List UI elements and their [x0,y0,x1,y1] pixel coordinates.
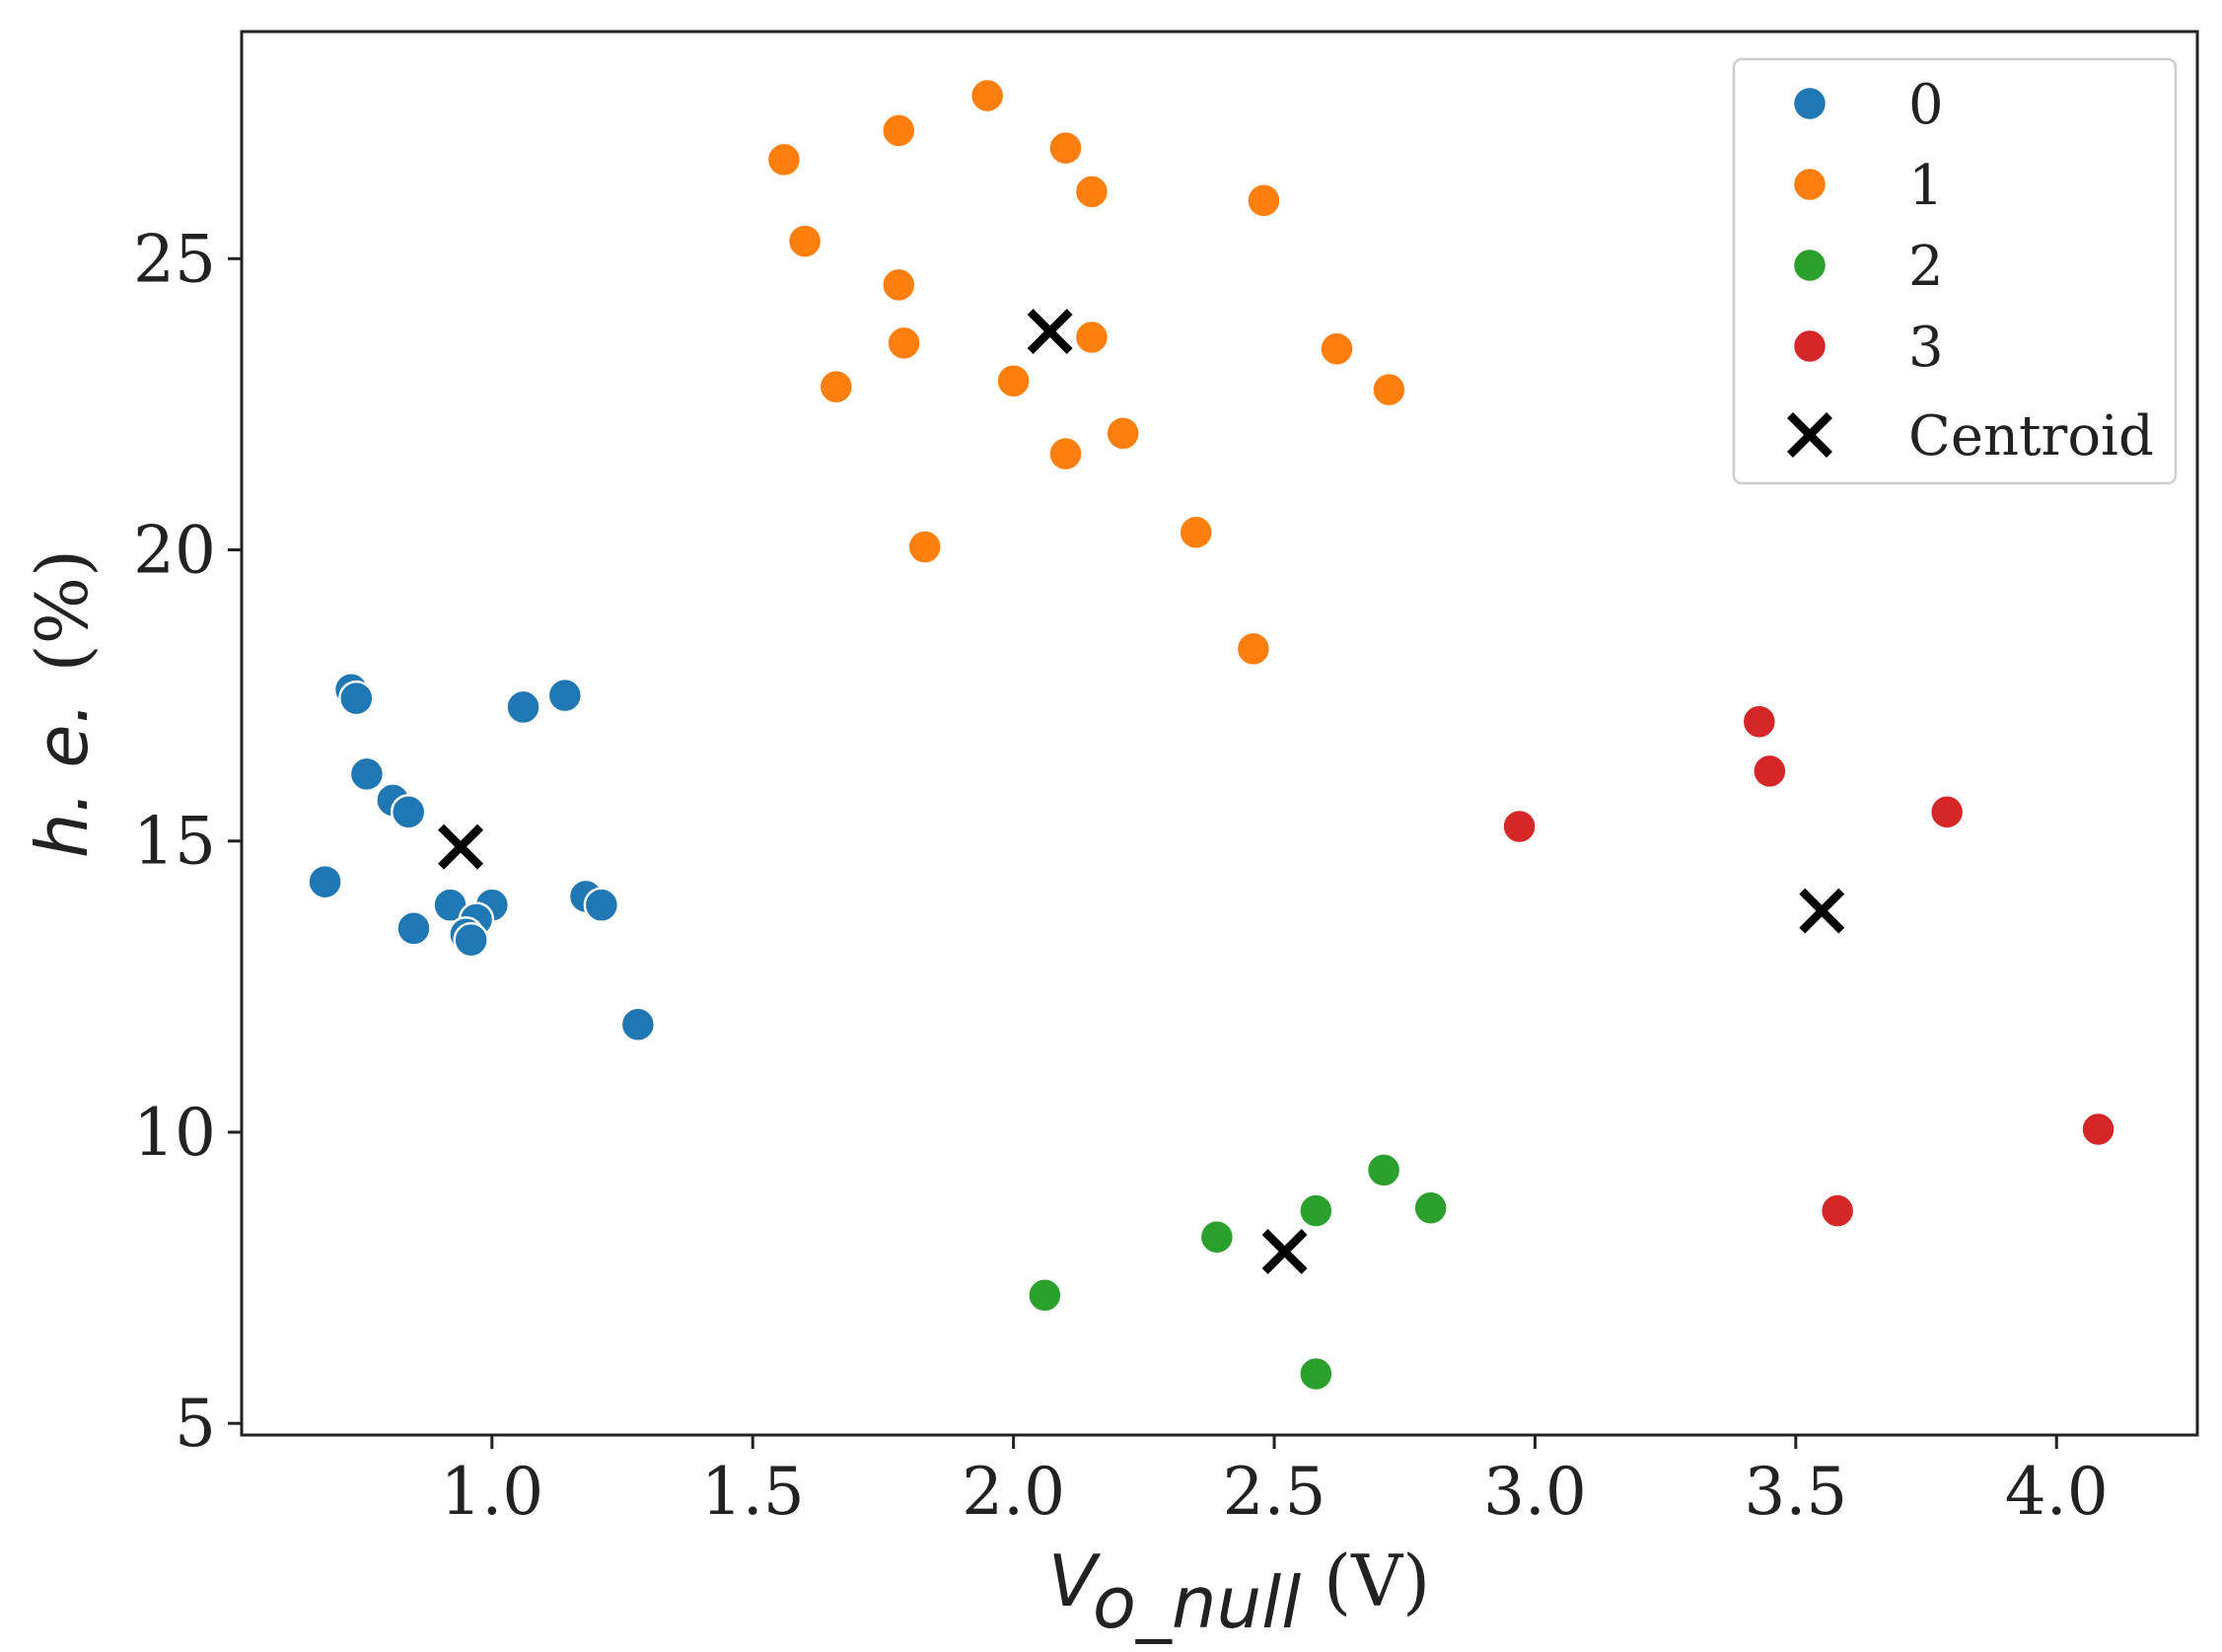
data-point-series-1 [906,529,943,565]
y-axis-label-main: h. e. [21,702,104,859]
data-point-series-0 [348,755,386,793]
data-point-series-1 [1073,319,1111,356]
data-point-series-1 [1047,129,1084,167]
legend-label: 0 [1908,73,1944,137]
y-tick-label: 20 [133,513,216,589]
legend-marker-0 [1791,85,1828,122]
data-point-series-0 [395,910,432,947]
data-point-series-1 [765,141,803,179]
centroid-stroke [1799,888,1845,934]
centroid-stroke [438,824,484,870]
x-tick-label: 3.5 [1744,1454,1847,1530]
data-point-series-1 [1047,435,1084,472]
legend-marker-3 [1791,327,1828,365]
data-point-series-1 [881,112,917,149]
data-point-series-2 [1365,1152,1402,1188]
centroid-stroke [1787,412,1832,458]
data-point-series-3 [1501,808,1538,845]
data-point-series-1 [886,324,922,362]
data-point-series-0 [505,688,541,726]
legend-label: 2 [1908,235,1944,299]
x-tick-label: 2.0 [962,1454,1065,1530]
data-point-series-3 [1741,703,1778,740]
y-tick-label: 15 [133,804,216,880]
legend-marker-centroid [1787,412,1832,458]
data-point-series-1 [1105,415,1141,452]
legend-box [1732,57,2178,485]
centroid-stroke [1027,309,1073,355]
data-point-series-1 [995,363,1032,399]
x-tick-label: 3.0 [1483,1454,1587,1530]
y-tick-label: 10 [133,1095,216,1171]
x-tick-label: 1.5 [701,1454,805,1530]
y-tick-label: 5 [175,1386,216,1462]
data-point-series-1 [1246,181,1282,219]
legend-label: Centroid [1908,404,2154,468]
data-point-series-2 [1298,1192,1334,1229]
x-tick-label: 4.0 [2005,1454,2109,1530]
data-point-series-3 [2080,1111,2116,1148]
legend: 0 1 2 3 Centroid [1732,57,2178,485]
data-point-series-1 [881,266,917,304]
data-point-series-1 [1235,630,1272,668]
data-point-series-0 [338,680,375,717]
data-point-series-1 [1319,330,1355,368]
centroid-marker [1261,1229,1308,1274]
legend-label: 3 [1908,316,1944,380]
data-point-series-2 [1027,1277,1063,1314]
x-axis-label-unit: (V) [1301,1540,1430,1622]
y-tick-label: 25 [133,221,216,297]
y-axis-label-unit: (%) [21,549,104,673]
centroid-marker [1799,888,1845,934]
centroid-marker [1027,309,1073,355]
data-point-series-3 [1928,793,1966,830]
data-point-series-0 [453,921,489,959]
data-point-series-1 [1178,514,1214,551]
data-point-series-0 [390,793,427,830]
axes: 1.0 1.5 2.0 2.5 3.0 3.5 4.0 5 10 15 20 25 [133,221,2109,1530]
x-axis-label-main: V [1048,1540,1102,1622]
data-point-series-1 [786,223,824,259]
data-markers [307,77,2116,1393]
data-point-series-1 [968,77,1006,114]
data-point-series-0 [546,677,584,714]
data-point-series-0 [583,887,620,923]
data-point-series-0 [619,1006,657,1042]
data-point-series-3 [1752,753,1788,790]
centroid-marker [438,824,484,870]
axis-labels: Vo_null (V) h. e. (%) [21,549,1430,1644]
legend-label: 1 [1908,154,1944,218]
data-point-series-2 [1298,1355,1334,1393]
x-tick-label: 1.0 [440,1454,543,1530]
data-point-series-1 [818,368,855,405]
data-point-series-0 [307,863,343,900]
centroid-stroke [1261,1229,1308,1274]
data-point-series-1 [1371,371,1407,408]
legend-marker-1 [1791,166,1828,203]
y-axis-label: h. e. (%) [21,549,104,858]
data-point-series-2 [1198,1218,1236,1256]
x-axis-label-subscript: o_null [1093,1561,1301,1644]
legend-marker-2 [1791,247,1828,284]
data-point-series-2 [1412,1189,1449,1226]
data-point-series-1 [1073,174,1111,210]
x-tick-label: 2.5 [1223,1454,1326,1530]
x-axis-label: Vo_null (V) [1048,1540,1430,1644]
data-point-series-3 [1819,1192,1856,1229]
